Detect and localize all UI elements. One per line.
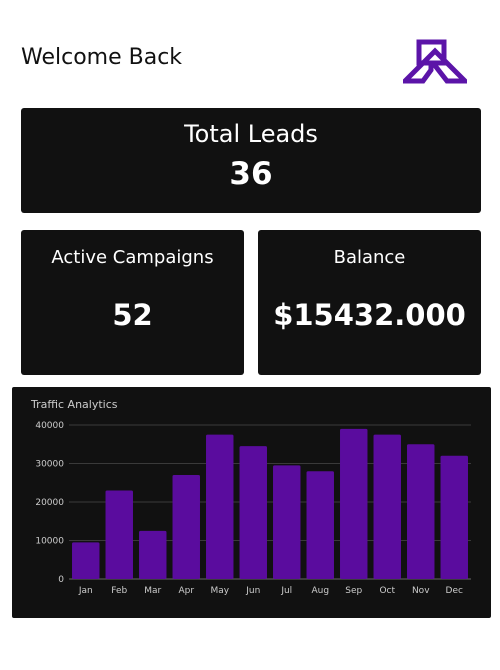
welcome-heading: Welcome Back	[21, 45, 183, 70]
x-tick-label: Jan	[78, 586, 93, 596]
bar-jul	[273, 465, 301, 579]
bar-nov	[407, 444, 435, 579]
balance-label: Balance	[333, 247, 406, 268]
total-leads-card: Total Leads 36	[21, 108, 481, 213]
x-tick-label: May	[210, 586, 229, 596]
bar-may	[206, 434, 234, 579]
y-tick-label: 0	[58, 575, 64, 585]
bar-oct	[373, 434, 401, 579]
y-tick-label: 20000	[35, 498, 64, 508]
traffic-analytics-chart: Traffic Analytics 0 10000 20000 30000 40000 J…	[12, 387, 491, 618]
total-leads-label: Total Leads	[184, 120, 318, 148]
x-tick-label: Nov	[412, 586, 430, 596]
x-tick-label: Apr	[178, 586, 194, 596]
active-campaigns-value: 52	[112, 298, 153, 332]
balance-value: $15432.000	[273, 298, 466, 332]
bar-jan	[72, 542, 100, 579]
traffic-chart-svg: Traffic Analytics 0 10000 20000 30000 40000 J…	[30, 398, 471, 596]
bar-apr	[172, 475, 200, 579]
balance-card: Balance $15432.000	[258, 230, 481, 375]
active-campaigns-label: Active Campaigns	[51, 247, 214, 268]
x-tick-label: Oct	[379, 586, 395, 596]
y-tick-label: 10000	[35, 537, 64, 547]
chart-title: Traffic Analytics	[30, 398, 118, 411]
x-tick-label: Jun	[245, 586, 260, 596]
active-campaigns-card: Active Campaigns 52	[21, 230, 244, 375]
bar-jun	[239, 446, 267, 579]
house-r-logo-icon	[403, 39, 467, 84]
bar-aug	[306, 471, 334, 579]
bar-sep	[340, 428, 368, 579]
bar-mar	[139, 530, 167, 579]
bar-dec	[440, 455, 468, 579]
total-leads-value: 36	[229, 156, 273, 192]
x-tick-label: Aug	[311, 586, 329, 596]
x-tick-label: Mar	[144, 586, 161, 596]
bar-feb	[105, 490, 133, 579]
x-tick-label: Sep	[345, 586, 362, 596]
x-tick-label: Dec	[446, 586, 463, 596]
x-tick-label: Feb	[111, 586, 127, 596]
y-tick-label: 30000	[35, 460, 64, 470]
x-tick-label: Jul	[280, 586, 292, 596]
y-tick-label: 40000	[35, 421, 64, 431]
